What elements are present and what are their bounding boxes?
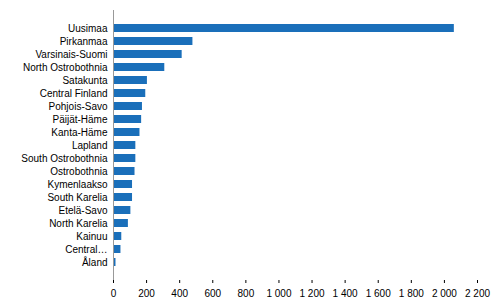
svg-text:North Ostrobothnia: North Ostrobothnia [23,62,108,73]
svg-text:Kainuu: Kainuu [76,231,107,242]
svg-text:400: 400 [171,288,188,299]
svg-text:1 000: 1 000 [266,288,291,299]
svg-text:1 200: 1 200 [300,288,325,299]
svg-text:Ostrobothnia: Ostrobothnia [50,166,108,177]
svg-text:North Karelia: North Karelia [49,218,108,229]
svg-text:1 400: 1 400 [333,288,358,299]
svg-text:Central…: Central… [65,244,107,255]
svg-text:Åland: Åland [82,256,108,268]
svg-text:1 600: 1 600 [366,288,391,299]
svg-text:South Ostrobothnia: South Ostrobothnia [21,153,108,164]
svg-text:Central Finland: Central Finland [40,88,108,99]
svg-text:Satakunta: Satakunta [62,75,107,86]
svg-text:Uusimaa: Uusimaa [68,23,108,34]
svg-text:2 000: 2 000 [432,288,457,299]
svg-text:Varsinais-Suomi: Varsinais-Suomi [35,49,107,60]
svg-text:800: 800 [238,288,255,299]
svg-text:South Karelia: South Karelia [47,192,107,203]
svg-text:1 800: 1 800 [399,288,424,299]
svg-text:Lapland: Lapland [72,140,108,151]
svg-text:0: 0 [111,288,117,299]
svg-text:Kymenlaakso: Kymenlaakso [47,179,107,190]
svg-text:Kanta-Häme: Kanta-Häme [51,127,108,138]
svg-text:200: 200 [138,288,155,299]
svg-text:600: 600 [204,288,221,299]
svg-text:Päijät-Häme: Päijät-Häme [52,114,107,125]
svg-text:2 200: 2 200 [465,288,490,299]
svg-text:Pirkanmaa: Pirkanmaa [60,36,108,47]
svg-text:Pohjois-Savo: Pohjois-Savo [49,101,108,112]
svg-text:Etelä-Savo: Etelä-Savo [59,205,108,216]
